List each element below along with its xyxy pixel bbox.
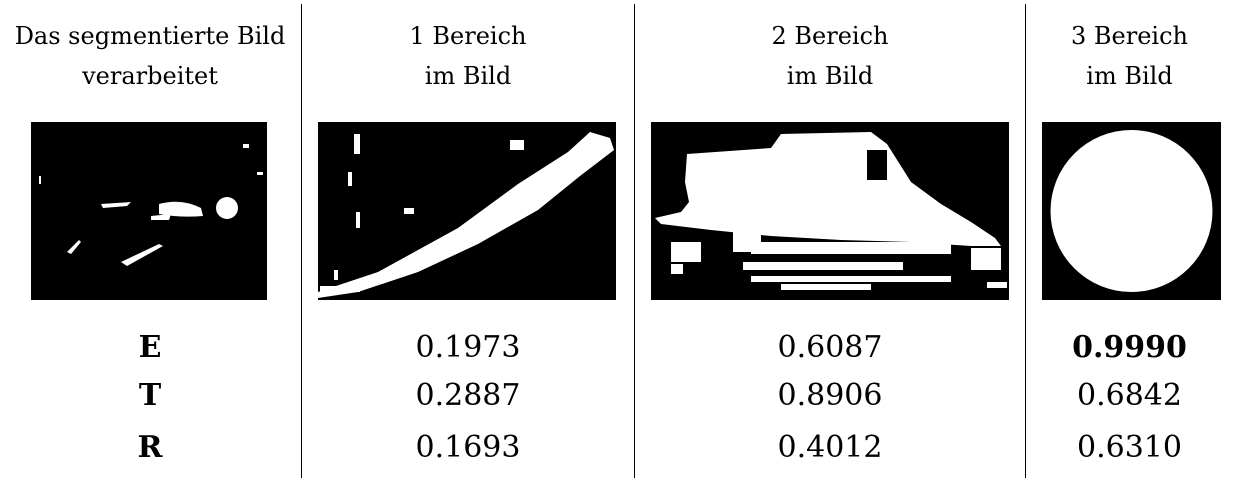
column-header: 1 Bereich im Bild: [302, 16, 634, 96]
column-divider: [1025, 4, 1026, 478]
region-2-image: [651, 122, 1009, 300]
header-line-1: Das segmentierte Bild: [14, 22, 286, 50]
value-e: 0.6087: [777, 330, 883, 365]
header-line-1: 3 Bereich: [1071, 22, 1188, 50]
row-label-t: T: [138, 378, 162, 413]
column-region-1: 1 Bereich im Bild 0.1973 0.2887 0.1693: [302, 0, 634, 487]
row-label-r: R: [137, 430, 163, 465]
value-t: 0.6842: [1077, 378, 1182, 413]
segmented-image: [31, 122, 267, 300]
column-region-2: 2 Bereich im Bild 0.6087 0.8906 0.4012: [635, 0, 1025, 487]
column-divider: [634, 4, 635, 478]
header-line-2: im Bild: [1086, 62, 1173, 90]
header-line-1: 2 Bereich: [771, 22, 889, 50]
value-r: 0.1693: [415, 430, 521, 465]
value-t: 0.2887: [415, 378, 521, 413]
column-header: Das segmentierte Bild verarbeitet: [0, 16, 300, 96]
column-processed-image: Das segmentierte Bild verarbeitet E T R: [0, 0, 300, 487]
region-3-image: [1042, 122, 1221, 300]
column-header: 3 Bereich im Bild: [1026, 16, 1233, 96]
header-line-2: verarbeitet: [82, 62, 218, 90]
column-divider: [301, 4, 302, 478]
value-e: 0.9990: [1072, 330, 1187, 365]
value-r: 0.4012: [777, 430, 883, 465]
header-line-1: 1 Bereich: [409, 22, 527, 50]
value-t: 0.8906: [777, 378, 883, 413]
header-line-2: im Bild: [786, 62, 874, 90]
column-header: 2 Bereich im Bild: [635, 16, 1025, 96]
region-1-image: [318, 122, 616, 300]
value-r: 0.6310: [1077, 430, 1182, 465]
header-line-2: im Bild: [424, 62, 512, 90]
column-region-3: 3 Bereich im Bild 0.9990 0.6842 0.6310: [1026, 0, 1233, 487]
value-e: 0.1973: [415, 330, 521, 365]
row-label-e: E: [138, 330, 162, 365]
